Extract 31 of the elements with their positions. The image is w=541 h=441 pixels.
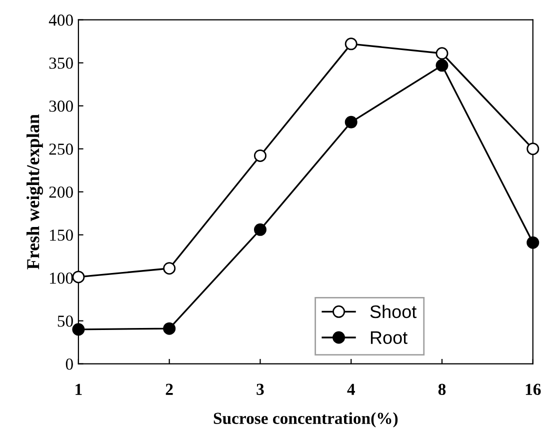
point bbox=[436, 47, 448, 60]
y-tick-label: 150 bbox=[50, 230, 73, 241]
x-tick-label: 3 bbox=[256, 384, 264, 395]
point bbox=[72, 323, 85, 336]
y-tick-label: 100 bbox=[50, 272, 73, 284]
y-tick-label: 350 bbox=[49, 58, 73, 69]
x-tick-label: 2 bbox=[166, 384, 173, 395]
point bbox=[526, 236, 540, 249]
legend-label: Root bbox=[370, 331, 408, 344]
point bbox=[254, 223, 266, 236]
point bbox=[163, 262, 176, 275]
y-tick-label: 50 bbox=[58, 316, 73, 327]
y-tick-label: 0 bbox=[66, 358, 73, 370]
point bbox=[344, 38, 358, 50]
point bbox=[72, 270, 85, 284]
legend-label: Shoot bbox=[370, 304, 417, 318]
point bbox=[526, 142, 540, 156]
point bbox=[163, 322, 176, 335]
x-tick-label: 16 bbox=[526, 384, 541, 395]
y-tick-label: 250 bbox=[49, 144, 73, 155]
y-axis-title: Fresh weight/explan bbox=[26, 114, 44, 270]
y-tick-label: 300 bbox=[49, 100, 73, 112]
y-tick-label: 400 bbox=[48, 14, 73, 26]
y-tick-label: 200 bbox=[49, 186, 73, 198]
point bbox=[254, 149, 266, 162]
x-tick-label: 4 bbox=[347, 384, 355, 395]
x-tick-label: 8 bbox=[438, 384, 446, 395]
x-axis-title: Sucrose concentration(%) bbox=[214, 412, 398, 428]
point bbox=[344, 116, 358, 128]
point bbox=[436, 59, 448, 72]
x-tick-label: 1 bbox=[76, 384, 82, 395]
